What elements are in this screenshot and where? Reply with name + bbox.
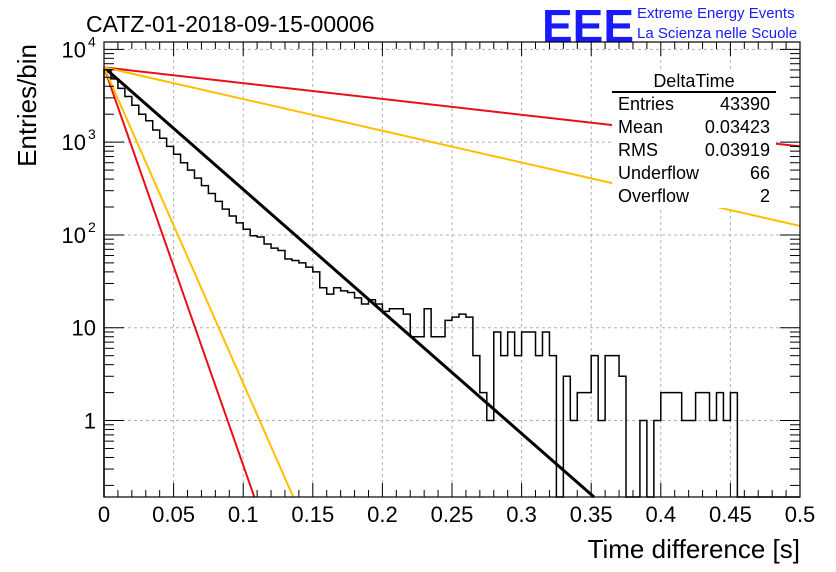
fit-line-4 (103, 67, 256, 498)
stats-row-value: 43390 (720, 94, 770, 114)
stats-row-value: 0.03423 (705, 117, 770, 137)
stats-row-value: 0.03919 (705, 140, 770, 160)
y-axis-label: Entries/bin (12, 44, 42, 167)
y-tick-exponent: 2 (88, 219, 96, 235)
y-tick-exponent: 4 (88, 33, 96, 49)
stats-box: DeltaTime Entries 43390 Mean 0.03423 RMS 0.03… (612, 70, 776, 208)
x-tick-label: 0.1 (228, 502, 259, 527)
y-tick-label: 10 (62, 130, 86, 155)
x-tick-label: 0.35 (570, 502, 613, 527)
stats-row-label: Overflow (618, 186, 690, 206)
eee-logo-line2: La Scienza nelle Scuole (637, 25, 797, 42)
stats-row-value: 66 (750, 163, 770, 183)
fit-line-5 (103, 66, 295, 498)
y-tick-label: 10 (62, 223, 86, 248)
y-tick-label: 10 (72, 316, 96, 341)
fit-line-1 (103, 66, 595, 499)
stats-row-label: RMS (618, 140, 658, 160)
stats-rows: Entries 43390 Mean 0.03423 RMS 0.03919Underfl… (618, 94, 770, 206)
x-tick-labels: 0 0.05 0.1 0.15 0.2 0.25 0.3 0.35 0.4 0.45 0.5 (98, 502, 815, 527)
x-tick-label: 0.25 (431, 502, 474, 527)
stats-title: DeltaTime (653, 71, 734, 91)
x-tick-label: 0.5 (785, 502, 816, 527)
y-tick-label: 10 (62, 37, 86, 62)
y-tick-exponent: 3 (88, 126, 96, 142)
x-tick-label: 0.15 (291, 502, 334, 527)
x-tick-label: 0.2 (367, 502, 398, 527)
axis-ticks (103, 42, 801, 497)
x-axis-label: Time difference [s] (588, 534, 800, 564)
x-tick-label: 0.05 (152, 502, 195, 527)
x-tick-label: 0.45 (709, 502, 752, 527)
stats-row-value: 2 (760, 186, 770, 206)
x-tick-label: 0.4 (646, 502, 677, 527)
eee-logo-line1: Extreme Energy Events (637, 5, 795, 22)
eee-logo-letters: EEE (542, 0, 634, 52)
eee-logo: EEE Extreme Energy Events La Scienza nel… (542, 0, 797, 52)
stats-row-label: Underflow (618, 163, 700, 183)
x-tick-label: 0 (98, 502, 110, 527)
stats-row-label: Entries (618, 94, 674, 114)
x-tick-label: 0.3 (506, 502, 537, 527)
chart-title: CATZ-01-2018-09-15-00006 (86, 11, 375, 37)
y-tick-label: 1 (84, 409, 96, 434)
stats-row-label: Mean (618, 117, 663, 137)
